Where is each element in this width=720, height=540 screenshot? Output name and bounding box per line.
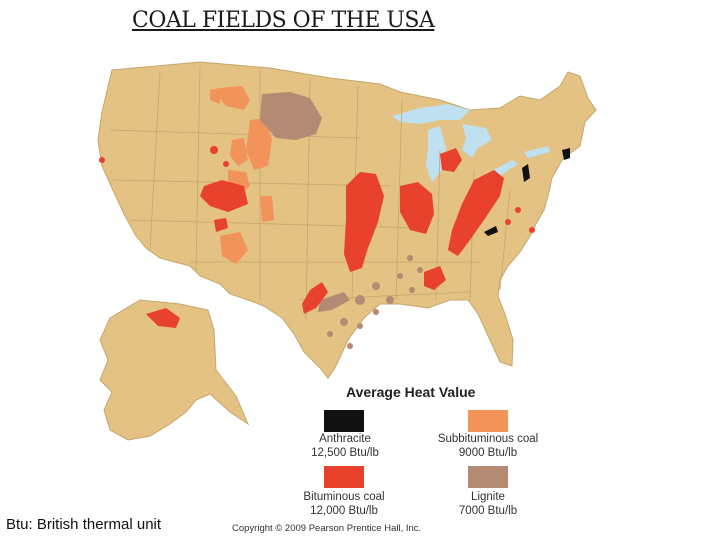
lignite-name: Lignite: [471, 491, 505, 503]
alaska: [99, 299, 250, 441]
anthracite-swatch: [324, 410, 364, 432]
lignite-swatch: [468, 466, 508, 488]
page-title: COAL FIELDS OF THE USA: [132, 8, 435, 33]
subbituminous-name: Subbituminous coal: [437, 433, 539, 445]
lignite-label: Lignite 7000 Btu/lb: [438, 490, 538, 518]
lake-superior: [392, 104, 470, 124]
anthracite-name: Anthracite: [319, 433, 371, 445]
copyright-notice: Copyright © 2009 Pearson Prentice Hall, …: [232, 523, 422, 534]
lignite-fields: [260, 92, 423, 349]
lignite-value: 7000 Btu/lb: [458, 505, 518, 517]
subbituminous-label: Subbituminous coal 9000 Btu/lb: [418, 432, 558, 460]
subbituminous-swatch: [468, 410, 508, 432]
subbituminous-fields: [210, 86, 274, 264]
footnote: Btu: British thermal unit: [6, 516, 162, 533]
lake-ontario: [524, 146, 550, 158]
bituminous-name: Bituminous coal: [303, 491, 385, 503]
subbituminous-value: 9000 Btu/lb: [458, 447, 518, 459]
bituminous-fields: [99, 146, 535, 328]
anthracite-fields: [484, 148, 570, 236]
legend-title: Average Heat Value: [346, 384, 476, 400]
anthracite-value: 12,500 Btu/lb: [311, 447, 379, 459]
bituminous-swatch: [324, 466, 364, 488]
lake-huron: [462, 124, 492, 158]
anthracite-label: Anthracite 12,500 Btu/lb: [293, 432, 397, 460]
lake-michigan: [426, 126, 446, 182]
bituminous-label: Bituminous coal 12,000 Btu/lb: [286, 490, 402, 518]
bituminous-value: 12,000 Btu/lb: [310, 505, 378, 517]
